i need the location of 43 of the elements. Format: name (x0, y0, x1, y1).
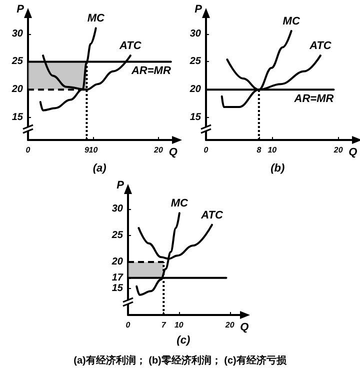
x-tick-label: 7 (161, 320, 166, 330)
y-axis-title: P (16, 4, 25, 16)
series-label: MC (170, 198, 190, 210)
y-tick-label: 25 (110, 230, 124, 241)
y-tick-label: 15 (112, 282, 124, 294)
text: (c) (176, 334, 190, 346)
series-label: MC (282, 15, 301, 28)
text: (a)有经济利润； (b)零经济利润； (c)有经济亏损 (74, 354, 288, 366)
text: (b) (270, 162, 285, 174)
y-tick-label: 20 (188, 84, 202, 96)
x-tick-label: 20 (153, 146, 164, 154)
y-tick-label: 20 (110, 256, 124, 268)
x-tick-label: 20 (332, 146, 344, 154)
series-label: MC (87, 12, 106, 25)
x-tick-label: 0 (26, 146, 31, 154)
y-tick-label: 30 (112, 203, 124, 214)
text: (a) (92, 162, 107, 174)
series-label: ATC (200, 209, 224, 222)
y-tick-label: 30 (190, 28, 202, 40)
y-tick-label: 15 (12, 112, 24, 124)
series-label: ATC (118, 40, 142, 52)
x-axis-title: Q (168, 146, 178, 158)
x-tick-label: 9 (84, 146, 90, 154)
x-tick-label: 0 (126, 320, 131, 330)
x-tick-label: 10 (174, 320, 184, 330)
y-tick-label: 30 (12, 28, 24, 40)
x-tick-label: 20 (224, 320, 235, 330)
series-label: AR=MR (130, 65, 171, 78)
y-tick-label: 15 (190, 112, 202, 124)
x-tick-label: 10 (268, 146, 278, 154)
x-axis-title: Q (240, 322, 250, 334)
y-tick-label: 20 (10, 84, 24, 96)
series-label: AR=MR (293, 93, 334, 106)
x-axis-title: Q (348, 146, 358, 158)
x-tick-label: 0 (204, 146, 209, 154)
x-tick-label: 10 (88, 146, 98, 154)
x-tick-label: 8 (256, 146, 262, 154)
y-tick-label: 25 (10, 56, 24, 68)
y-axis-title: P (116, 180, 125, 192)
y-axis-title: P (194, 4, 203, 16)
y-tick-label: 25 (188, 56, 202, 68)
y-tick-label: 17 (112, 272, 124, 284)
series-label: ATC (308, 40, 332, 52)
